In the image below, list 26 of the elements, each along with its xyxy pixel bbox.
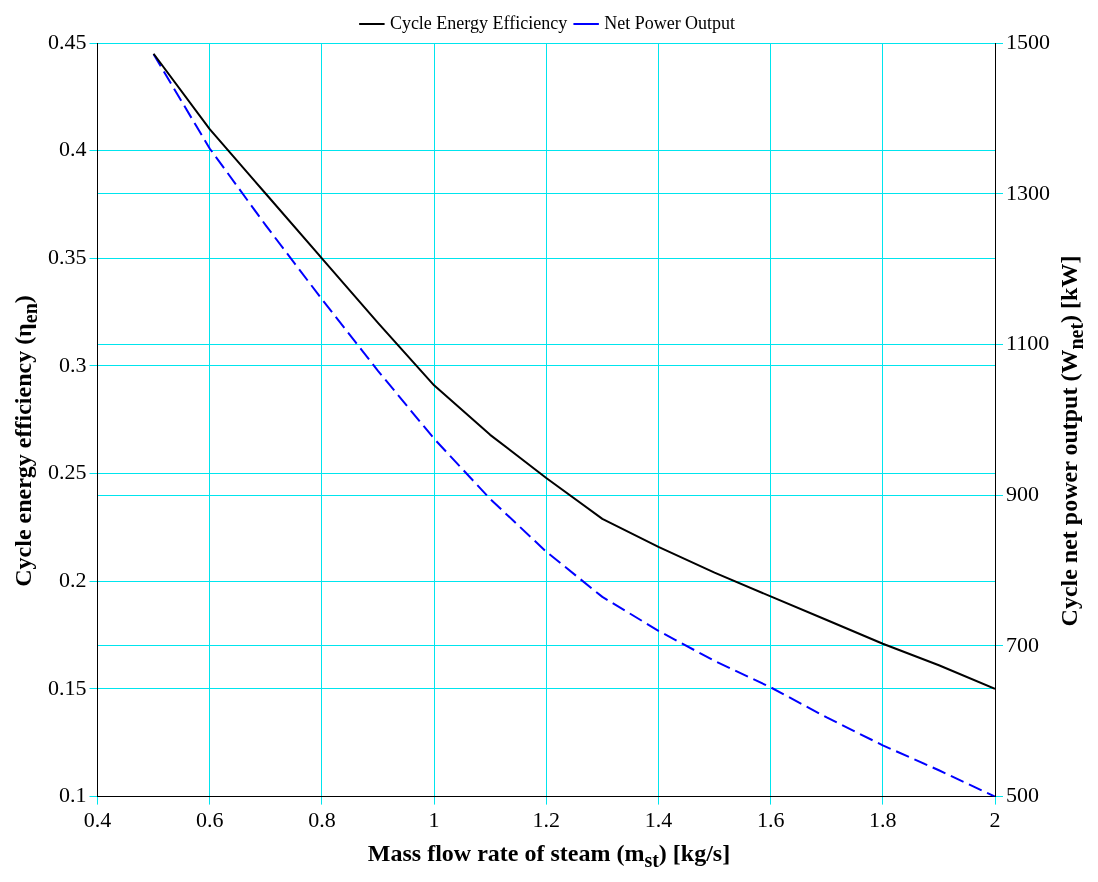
y2-tick-label: 1100 [1006, 330, 1050, 356]
legend-label: Net Power Output [604, 12, 736, 33]
y-tick-label: 0.15 [48, 674, 87, 700]
legend-label: Cycle Energy Efficiency [389, 12, 568, 33]
x-tick-label: 0.6 [195, 806, 224, 832]
y2-tick-label: 700 [1006, 631, 1039, 657]
x-tick-label: 1.6 [756, 806, 785, 832]
y-tick-label: 0.25 [48, 459, 87, 485]
y2-tick-label: 1300 [1006, 179, 1050, 205]
y-tick-label: 0.2 [59, 567, 87, 593]
y-tick-label: 0.45 [48, 28, 87, 54]
y-tick-label: 0.4 [59, 136, 87, 162]
x-axis-title: Mass flow rate of steam (m$_{st}$) [kg/s] [366, 840, 732, 872]
y-tick-label: 0.3 [59, 351, 87, 377]
y-tick-label: 0.35 [48, 244, 87, 270]
x-tick-label: 1.2 [532, 806, 560, 832]
y2-tick-label: 900 [1006, 480, 1039, 506]
x-tick-label: 1.4 [644, 806, 673, 832]
x-tick-label: 1 [428, 806, 440, 832]
y2-tick-label: 1500 [1006, 28, 1050, 54]
x-tick-label: 0.8 [308, 806, 336, 832]
y-tick-label: 0.1 [59, 782, 87, 808]
x-tick-label: 2 [989, 806, 1001, 832]
y2-tick-label: 500 [1006, 782, 1039, 808]
x-tick-label: 1.8 [869, 806, 897, 832]
x-tick-label: 0.4 [83, 806, 112, 832]
